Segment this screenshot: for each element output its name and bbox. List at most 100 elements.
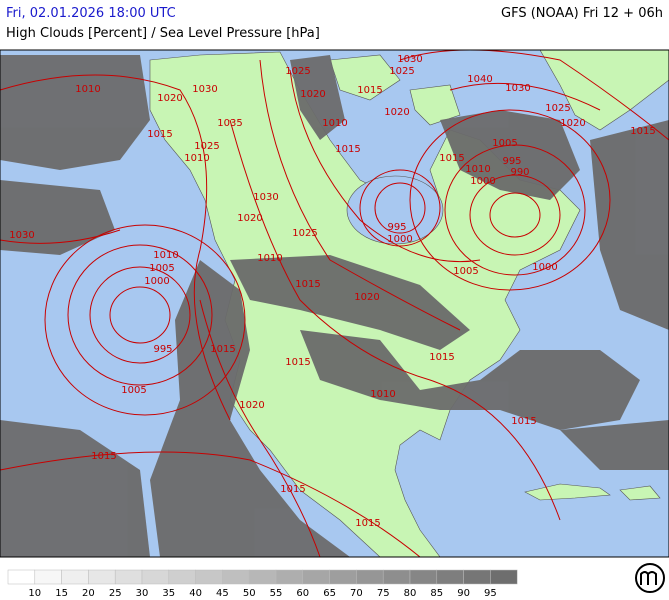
- legend-swatch: [248, 569, 277, 585]
- legend-label: 55: [270, 588, 283, 599]
- legend-label: 45: [216, 588, 229, 599]
- legend-swatch: [275, 569, 304, 585]
- legend-label: 25: [109, 588, 122, 599]
- legend-swatch: [114, 569, 143, 585]
- isobar-label: 1010: [75, 84, 100, 95]
- isobar-label: 1015: [335, 144, 360, 155]
- legend-label: 95: [484, 588, 497, 599]
- isobar-label: 1005: [121, 385, 146, 396]
- isobar-label: 1015: [285, 357, 310, 368]
- legend-label: 60: [296, 588, 309, 599]
- model-run: GFS (NOAA) Fri 12 + 06h: [501, 6, 663, 21]
- legend-swatch: [61, 569, 89, 585]
- isobar-label: 995: [387, 222, 406, 233]
- legend-label: 75: [377, 588, 390, 599]
- legend-label: 70: [350, 588, 363, 599]
- isobar-label: 1015: [630, 126, 655, 137]
- clouds: [0, 55, 669, 557]
- isobar-label: 1040: [467, 74, 492, 85]
- isobar-label: 1005: [492, 138, 517, 149]
- map-frame: [0, 49, 669, 558]
- legend-swatch: [382, 569, 411, 585]
- isobar-label: 1015: [280, 484, 305, 495]
- isobar-label: 1020: [384, 107, 409, 118]
- isobar-label: 1000: [144, 276, 169, 287]
- legend-label: 65: [323, 588, 336, 599]
- isobar-label: 1015: [147, 129, 172, 140]
- isobar-label: 1025: [389, 66, 414, 77]
- isobar-label: 1025: [292, 228, 317, 239]
- isobar-label: 1030: [253, 192, 278, 203]
- legend-swatch: [463, 569, 491, 585]
- isobar-label: 1030: [9, 230, 34, 241]
- isobar-label: 1015: [511, 416, 536, 427]
- subtitle: High Clouds [Percent] / Sea Level Pressu…: [6, 26, 320, 41]
- legend-label: 10: [28, 588, 41, 599]
- legend-swatch: [436, 569, 464, 585]
- isobar-label: 1015: [429, 352, 454, 363]
- isobar-label: 1025: [545, 103, 570, 114]
- isobar-label: 1000: [387, 234, 412, 245]
- legend-swatch: [34, 569, 62, 585]
- legend-label: 30: [136, 588, 149, 599]
- isobar-label: 1005: [149, 263, 174, 274]
- isobar-label: 1030: [505, 83, 530, 94]
- isobar-label: 1010: [257, 253, 282, 264]
- isobar-label: 1010: [153, 250, 178, 261]
- isobar-label: 1015: [91, 451, 116, 462]
- isobar-label: 1015: [210, 344, 235, 355]
- isobar-label: 1000: [470, 176, 495, 187]
- isobar-label: 1025: [285, 66, 310, 77]
- isobar-label: 995: [502, 156, 521, 167]
- legend-swatch: [195, 569, 223, 585]
- legend-label: 50: [243, 588, 256, 599]
- isobar-label: 1010: [370, 389, 395, 400]
- isobar-label: 995: [153, 344, 172, 355]
- isobar-label: 1010: [465, 164, 490, 175]
- datetime: Fri, 02.01.2026 18:00 UTC: [6, 6, 176, 21]
- legend-swatch: [7, 569, 36, 585]
- isobar-label: 1015: [357, 85, 382, 96]
- isobars: [0, 50, 669, 557]
- isobar-label: 1020: [239, 400, 264, 411]
- isobar-label: 1030: [192, 84, 217, 95]
- isobar-label: 1035: [217, 118, 242, 129]
- legend-swatch: [490, 569, 518, 585]
- isobar-label: 1005: [453, 266, 478, 277]
- legend-swatch: [302, 569, 330, 585]
- legend-label: 90: [457, 588, 470, 599]
- isobar-label: 1020: [157, 93, 182, 104]
- logo: [635, 563, 665, 593]
- isobar-label: 1020: [300, 89, 325, 100]
- legend-swatch: [329, 569, 357, 585]
- isobar-label: 990: [510, 167, 529, 178]
- legend-label: 35: [162, 588, 175, 599]
- isobar-label: 1010: [322, 118, 347, 129]
- legend-label: 20: [82, 588, 95, 599]
- legend-swatch: [141, 569, 170, 585]
- isobar-label: 1015: [439, 153, 464, 164]
- legend-label: 85: [430, 588, 443, 599]
- isobar-label: 1010: [184, 153, 209, 164]
- isobar-label: 1020: [354, 292, 379, 303]
- isobar-label: 1025: [194, 141, 219, 152]
- legend-swatch: [222, 569, 250, 585]
- legend-swatch: [88, 569, 116, 585]
- legend-swatch: [409, 569, 438, 585]
- greenland: [539, 50, 669, 131]
- isobar-label: 1015: [295, 279, 320, 290]
- map-body: [0, 50, 669, 557]
- isobar-label: 1030: [397, 54, 422, 65]
- legend-label: 15: [55, 588, 68, 599]
- legend-label: 80: [404, 588, 417, 599]
- legend-label: 40: [189, 588, 202, 599]
- cuba: [524, 483, 661, 501]
- isobar-label: 1000: [532, 262, 557, 273]
- isobar-label: 1020: [237, 213, 262, 224]
- isobar-label: 1020: [560, 118, 585, 129]
- legend-swatch: [356, 569, 384, 585]
- legend-swatch: [168, 569, 196, 585]
- isobar-label: 1015: [355, 518, 380, 529]
